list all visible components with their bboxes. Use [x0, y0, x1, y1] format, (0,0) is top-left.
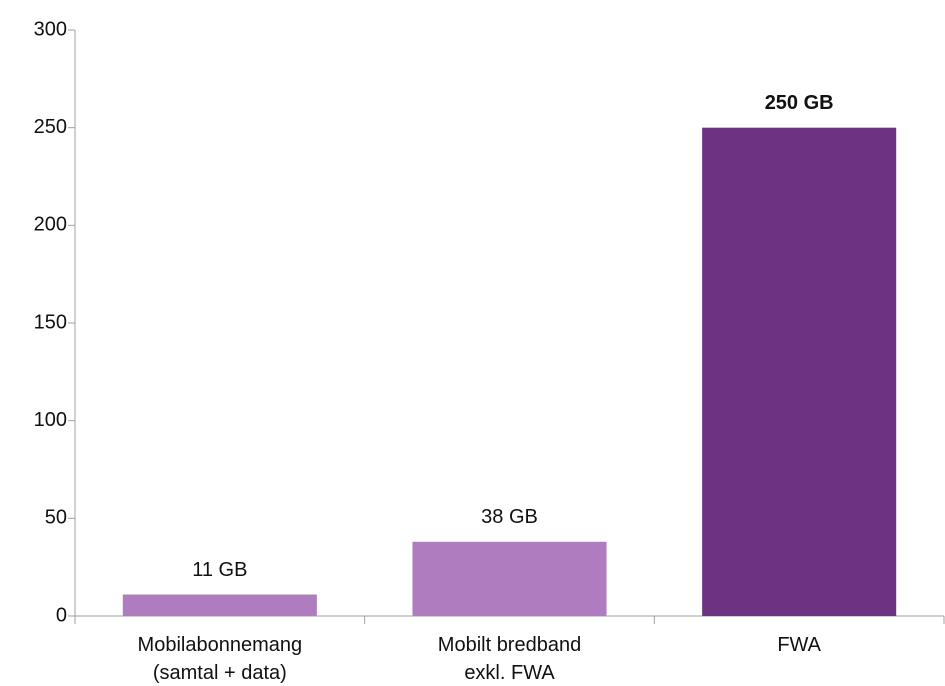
- y-tick-label: 250: [34, 116, 67, 138]
- y-tick-label: 100: [34, 409, 67, 431]
- data-label: 38 GB: [481, 506, 538, 528]
- bar: [702, 127, 897, 617]
- x-tick-label-line: FWA: [777, 634, 821, 656]
- bar: [412, 541, 607, 616]
- x-tick-label: Mobilt bredband exkl. FWA: [438, 634, 581, 684]
- x-tick-label-line: exkl. FWA: [464, 662, 555, 684]
- y-tick-label: 0: [56, 604, 67, 626]
- x-tick-label-line: Mobilt bredband: [438, 634, 581, 656]
- data-label: 11 GB: [192, 559, 247, 581]
- bar: [122, 594, 317, 616]
- data-label: 250 GB: [765, 92, 834, 114]
- x-tick-label-line: (samtal + data): [153, 662, 287, 684]
- x-tick-label: FWA: [777, 634, 821, 656]
- y-tick-label: 200: [34, 214, 67, 236]
- x-tick-label-line: Mobilabonnemang: [138, 634, 303, 656]
- y-tick-label: 150: [34, 311, 67, 333]
- y-tick-label: 300: [34, 18, 67, 40]
- x-tick-label: Mobilabonnemang (samtal + data): [138, 634, 303, 684]
- y-tick-label: 50: [45, 507, 67, 529]
